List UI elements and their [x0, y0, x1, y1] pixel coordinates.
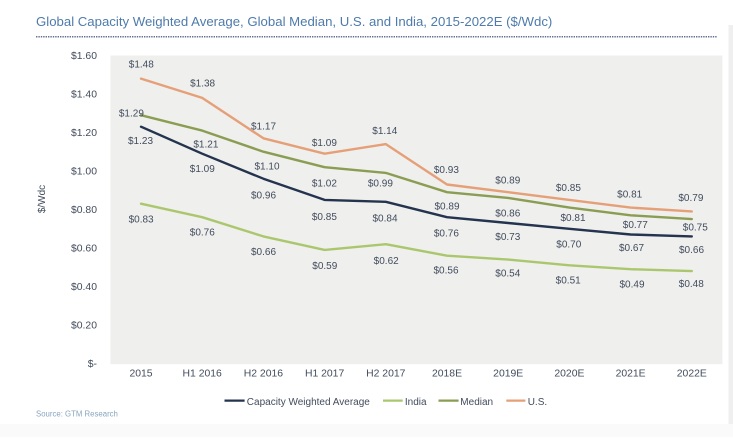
svg-text:$0.79: $0.79 — [678, 193, 703, 204]
svg-text:$0.99: $0.99 — [368, 178, 393, 189]
svg-text:$0.75: $0.75 — [683, 223, 708, 234]
svg-text:$1.09: $1.09 — [190, 164, 215, 175]
svg-text:$1.00: $1.00 — [71, 167, 97, 178]
svg-text:$0.77: $0.77 — [623, 220, 648, 231]
svg-text:Source: GTM Research: Source: GTM Research — [36, 410, 118, 419]
svg-text:$1.20: $1.20 — [71, 128, 97, 139]
svg-text:Median: Median — [460, 397, 493, 408]
svg-text:$0.67: $0.67 — [619, 243, 644, 254]
svg-text:$0.54: $0.54 — [495, 269, 520, 280]
svg-text:H1 2017: H1 2017 — [305, 369, 345, 380]
svg-text:$0.49: $0.49 — [619, 280, 644, 291]
svg-text:$1.10: $1.10 — [254, 161, 279, 172]
svg-text:$0.40: $0.40 — [71, 282, 97, 293]
svg-text:$-: $- — [88, 359, 97, 370]
svg-text:$0.66: $0.66 — [679, 245, 704, 256]
svg-text:$/Wdc: $/Wdc — [37, 185, 48, 213]
svg-text:$0.84: $0.84 — [372, 214, 397, 225]
svg-text:$1.14: $1.14 — [372, 126, 397, 137]
svg-text:$1.38: $1.38 — [190, 79, 215, 90]
svg-text:$1.40: $1.40 — [71, 90, 97, 101]
svg-text:2020E: 2020E — [554, 369, 584, 380]
svg-text:$1.48: $1.48 — [129, 59, 154, 70]
svg-text:$1.17: $1.17 — [251, 122, 276, 133]
svg-text:2021E: 2021E — [616, 369, 646, 380]
svg-text:$1.21: $1.21 — [193, 139, 218, 150]
svg-text:$0.48: $0.48 — [679, 279, 704, 290]
svg-text:$0.20: $0.20 — [71, 321, 97, 332]
svg-text:$0.51: $0.51 — [556, 276, 581, 287]
svg-text:$0.81: $0.81 — [617, 190, 642, 201]
svg-text:$1.29: $1.29 — [119, 108, 144, 119]
svg-text:$0.59: $0.59 — [312, 261, 337, 272]
svg-text:$0.83: $0.83 — [129, 214, 154, 225]
svg-text:2015: 2015 — [129, 369, 152, 380]
svg-text:$0.70: $0.70 — [556, 239, 581, 250]
svg-text:$0.76: $0.76 — [434, 228, 459, 239]
svg-text:$0.89: $0.89 — [495, 176, 520, 187]
svg-text:$0.86: $0.86 — [495, 208, 520, 219]
svg-text:H2 2016: H2 2016 — [244, 369, 284, 380]
svg-text:$1.60: $1.60 — [71, 51, 97, 62]
svg-text:$0.85: $0.85 — [556, 183, 581, 194]
svg-text:$0.96: $0.96 — [251, 191, 276, 202]
svg-text:$1.09: $1.09 — [312, 138, 337, 149]
svg-text:$0.81: $0.81 — [560, 213, 585, 224]
svg-text:$1.02: $1.02 — [312, 178, 337, 189]
svg-text:Global Capacity Weighted Avera: Global Capacity Weighted Average, Global… — [36, 14, 552, 29]
svg-text:$0.80: $0.80 — [71, 205, 97, 216]
svg-text:2019E: 2019E — [493, 369, 523, 380]
svg-text:$1.23: $1.23 — [128, 136, 153, 147]
svg-text:H2 2017: H2 2017 — [366, 369, 406, 380]
svg-text:$0.73: $0.73 — [495, 232, 520, 243]
svg-text:2022E: 2022E — [677, 369, 707, 380]
svg-text:$0.76: $0.76 — [190, 227, 215, 238]
svg-text:India: India — [405, 397, 427, 408]
svg-text:$0.62: $0.62 — [374, 256, 399, 267]
svg-text:$0.66: $0.66 — [251, 247, 276, 258]
svg-text:$0.60: $0.60 — [71, 244, 97, 255]
svg-text:H1 2016: H1 2016 — [183, 369, 223, 380]
svg-text:Capacity Weighted Average: Capacity Weighted Average — [247, 397, 370, 408]
svg-text:$0.89: $0.89 — [434, 201, 459, 212]
svg-text:$0.85: $0.85 — [312, 212, 337, 223]
svg-text:2018E: 2018E — [432, 369, 462, 380]
svg-text:$0.93: $0.93 — [434, 165, 459, 176]
svg-text:U.S.: U.S. — [528, 397, 547, 408]
svg-text:$0.56: $0.56 — [433, 266, 458, 277]
